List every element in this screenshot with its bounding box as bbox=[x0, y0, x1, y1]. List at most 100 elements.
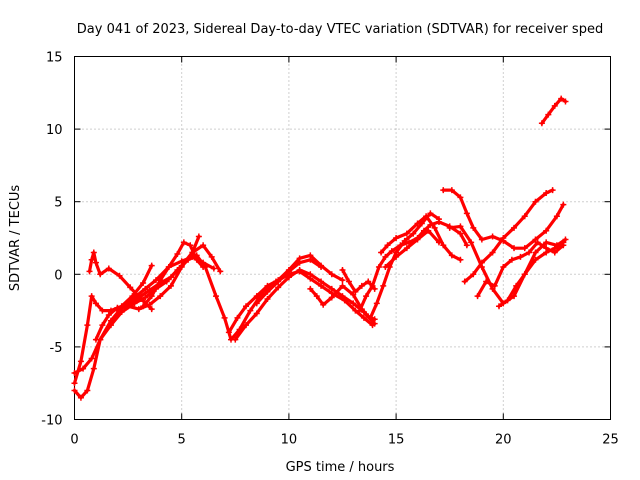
data-point bbox=[360, 314, 367, 321]
y-tick-label: -10 bbox=[41, 414, 62, 429]
data-point bbox=[380, 282, 387, 289]
data-point bbox=[423, 213, 430, 220]
data-point bbox=[373, 300, 380, 307]
series-sat-f bbox=[114, 242, 224, 314]
data-point bbox=[461, 278, 468, 285]
data-point bbox=[92, 336, 99, 343]
data-point bbox=[468, 239, 475, 246]
data-point bbox=[253, 293, 260, 300]
data-point bbox=[146, 301, 153, 308]
data-point bbox=[105, 311, 112, 318]
data-point bbox=[129, 293, 136, 300]
data-point bbox=[232, 336, 239, 343]
data-point bbox=[167, 274, 174, 281]
data-point bbox=[350, 300, 357, 307]
data-point bbox=[457, 230, 464, 237]
data-point bbox=[538, 120, 545, 127]
chart-title: Day 041 of 2023, Sidereal Day-to-day VTE… bbox=[77, 22, 603, 37]
series-line bbox=[87, 250, 154, 311]
data-point bbox=[470, 224, 477, 231]
data-point bbox=[470, 271, 477, 278]
data-point bbox=[97, 271, 104, 278]
data-point bbox=[345, 278, 352, 285]
data-point bbox=[382, 253, 389, 260]
data-point bbox=[264, 282, 271, 289]
series-sat-d bbox=[86, 249, 155, 313]
data-point bbox=[146, 287, 153, 294]
data-point bbox=[532, 256, 539, 263]
series-line bbox=[441, 188, 565, 250]
data-point bbox=[478, 259, 485, 266]
data-point bbox=[193, 256, 200, 263]
data-point bbox=[393, 235, 400, 241]
x-tick-label: 5 bbox=[178, 433, 186, 448]
data-point bbox=[521, 271, 528, 278]
data-point bbox=[496, 303, 503, 310]
data-point bbox=[440, 242, 447, 249]
data-point bbox=[187, 242, 194, 249]
data-point bbox=[339, 277, 346, 284]
data-point bbox=[84, 387, 91, 394]
data-point bbox=[549, 187, 556, 194]
data-point bbox=[157, 293, 164, 300]
grid-lines bbox=[74, 56, 611, 420]
data-point bbox=[483, 278, 490, 285]
data-point bbox=[545, 111, 552, 118]
data-point bbox=[339, 266, 346, 273]
data-point bbox=[489, 233, 496, 240]
data-point bbox=[560, 201, 567, 208]
data-point bbox=[114, 307, 121, 314]
data-point bbox=[457, 223, 464, 230]
data-point bbox=[551, 102, 558, 109]
y-tick-label: -5 bbox=[50, 341, 63, 356]
series-line bbox=[540, 96, 568, 125]
series-sat-s bbox=[461, 187, 556, 285]
data-point bbox=[77, 394, 84, 401]
data-point bbox=[457, 194, 464, 201]
series-line bbox=[497, 240, 565, 308]
data-point bbox=[328, 271, 335, 278]
data-point bbox=[365, 278, 372, 285]
x-tick-labels: 0 5 10 15 20 25 bbox=[70, 433, 618, 448]
data-point bbox=[371, 316, 378, 323]
data-point bbox=[285, 268, 292, 275]
data-point bbox=[135, 294, 142, 301]
data-point bbox=[84, 322, 91, 329]
data-point bbox=[405, 239, 412, 246]
series-sat-m bbox=[356, 219, 470, 314]
data-point bbox=[513, 282, 520, 289]
data-point bbox=[478, 236, 485, 243]
data-point bbox=[339, 293, 346, 300]
data-point bbox=[534, 239, 541, 246]
data-point bbox=[142, 294, 149, 301]
data-point bbox=[431, 224, 438, 231]
data-point bbox=[375, 264, 382, 271]
series-sat-j bbox=[253, 256, 325, 307]
series-line bbox=[233, 268, 377, 342]
data-point bbox=[511, 245, 518, 252]
data-point bbox=[388, 248, 395, 255]
series-line bbox=[308, 284, 377, 321]
data-point bbox=[457, 256, 464, 263]
data-point bbox=[165, 264, 172, 271]
data-point bbox=[489, 249, 496, 256]
data-point bbox=[543, 189, 550, 196]
data-point bbox=[543, 239, 550, 246]
data-point bbox=[367, 314, 374, 321]
data-point bbox=[92, 259, 99, 266]
x-tick-label: 15 bbox=[388, 433, 405, 448]
data-point bbox=[210, 265, 217, 272]
data-point bbox=[275, 284, 282, 291]
data-point bbox=[378, 249, 385, 256]
y-axis-label: SDTVAR / TECUs bbox=[8, 185, 23, 292]
data-point bbox=[463, 210, 470, 217]
data-point bbox=[247, 307, 254, 314]
y-tick-label: 10 bbox=[46, 123, 63, 138]
data-point bbox=[511, 224, 518, 231]
data-point bbox=[463, 242, 470, 249]
data-point bbox=[195, 233, 202, 240]
series-line bbox=[463, 188, 555, 284]
data-point bbox=[562, 98, 569, 105]
data-point bbox=[558, 95, 565, 102]
